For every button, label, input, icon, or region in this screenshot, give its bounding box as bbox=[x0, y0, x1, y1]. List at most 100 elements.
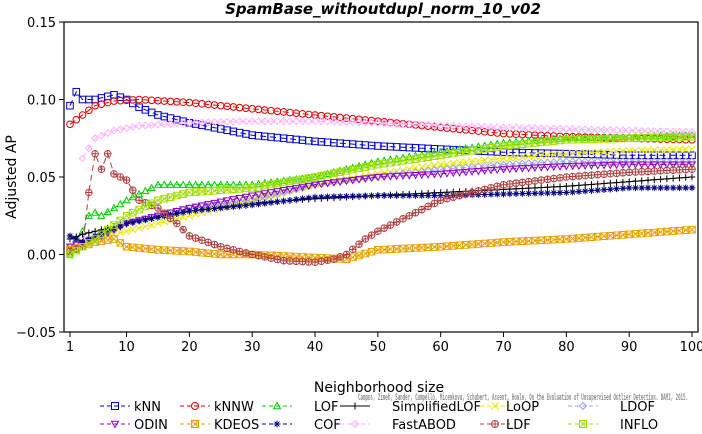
data-point bbox=[486, 123, 495, 132]
data-point bbox=[398, 119, 407, 128]
data-point bbox=[280, 257, 287, 264]
data-point bbox=[493, 155, 501, 163]
legend-label: ODIN bbox=[134, 418, 168, 433]
data-point bbox=[173, 210, 181, 217]
data-point bbox=[261, 200, 269, 207]
data-point bbox=[90, 208, 100, 216]
data-point bbox=[210, 199, 219, 208]
data-point bbox=[154, 214, 162, 221]
data-point bbox=[638, 184, 646, 192]
data-point bbox=[166, 119, 175, 128]
data-point bbox=[198, 206, 206, 214]
data-point bbox=[518, 159, 527, 168]
data-point bbox=[619, 147, 627, 155]
data-point bbox=[412, 192, 419, 199]
data-point bbox=[405, 156, 414, 164]
data-point bbox=[669, 166, 677, 174]
data-point bbox=[600, 186, 608, 194]
data-point bbox=[487, 184, 495, 192]
data-point bbox=[625, 157, 634, 166]
data-point bbox=[506, 190, 514, 198]
data-point bbox=[229, 196, 238, 204]
data-point bbox=[367, 162, 376, 170]
data-point bbox=[386, 158, 395, 167]
data-point bbox=[185, 118, 194, 127]
data-point bbox=[669, 184, 677, 192]
data-point bbox=[198, 236, 206, 244]
data-point bbox=[103, 207, 112, 216]
data-point bbox=[260, 181, 269, 190]
data-point bbox=[632, 168, 639, 176]
data-point bbox=[594, 148, 602, 156]
x-tick-label: 80 bbox=[558, 340, 575, 355]
data-point bbox=[399, 157, 407, 165]
data-point bbox=[273, 117, 282, 126]
data-point bbox=[544, 189, 551, 197]
data-point bbox=[185, 180, 194, 188]
data-point bbox=[511, 165, 521, 173]
data-point bbox=[443, 195, 451, 202]
data-point bbox=[311, 193, 319, 201]
data-point bbox=[85, 235, 93, 243]
legend-label: kNN bbox=[134, 400, 161, 415]
data-point bbox=[543, 158, 552, 167]
data-point bbox=[682, 145, 690, 153]
data-point bbox=[657, 167, 664, 175]
data-point bbox=[217, 243, 225, 251]
data-point bbox=[85, 239, 93, 247]
data-point bbox=[248, 201, 256, 209]
data-point bbox=[669, 161, 678, 169]
data-point bbox=[261, 253, 269, 261]
data-point bbox=[625, 161, 634, 169]
data-point bbox=[217, 204, 225, 212]
data-point bbox=[122, 227, 131, 235]
data-point bbox=[386, 173, 395, 181]
series-line bbox=[69, 229, 693, 260]
data-point bbox=[462, 158, 470, 166]
data-point bbox=[336, 117, 345, 126]
data-point bbox=[491, 420, 499, 428]
data-point bbox=[461, 163, 470, 172]
legend-label: KDEOS bbox=[214, 418, 259, 433]
data-point bbox=[104, 227, 111, 235]
data-point bbox=[273, 190, 282, 199]
data-point bbox=[487, 144, 495, 152]
data-point bbox=[116, 125, 125, 134]
data-point bbox=[317, 117, 326, 126]
data-point bbox=[461, 122, 470, 131]
data-point bbox=[518, 123, 527, 132]
data-point bbox=[267, 180, 275, 189]
data-point bbox=[575, 182, 583, 189]
data-point bbox=[436, 151, 445, 160]
data-point bbox=[411, 164, 420, 172]
legend-label: LDF bbox=[506, 418, 531, 433]
data-point bbox=[242, 249, 250, 257]
data-point bbox=[361, 192, 369, 200]
data-point bbox=[248, 184, 257, 192]
data-point bbox=[103, 129, 112, 138]
data-point bbox=[524, 159, 533, 168]
data-point bbox=[662, 157, 671, 166]
data-point bbox=[343, 251, 350, 258]
data-point bbox=[210, 118, 219, 127]
data-point bbox=[468, 189, 476, 196]
legend-item-ldf: LDF bbox=[480, 418, 531, 433]
data-point bbox=[462, 190, 470, 198]
data-point bbox=[304, 174, 313, 182]
data-point bbox=[637, 161, 646, 169]
data-point bbox=[581, 157, 590, 166]
data-point bbox=[361, 163, 370, 171]
data-point bbox=[380, 159, 388, 168]
data-point bbox=[222, 180, 232, 188]
data-point bbox=[688, 165, 696, 173]
data-point bbox=[342, 117, 351, 126]
data-point bbox=[531, 177, 539, 185]
data-point bbox=[468, 146, 476, 155]
data-point bbox=[600, 148, 608, 156]
data-point bbox=[154, 219, 162, 228]
data-point bbox=[216, 180, 225, 188]
data-point bbox=[468, 157, 476, 166]
data-point bbox=[543, 151, 552, 159]
data-point bbox=[524, 164, 533, 173]
x-tick-label: 100 bbox=[680, 340, 702, 355]
